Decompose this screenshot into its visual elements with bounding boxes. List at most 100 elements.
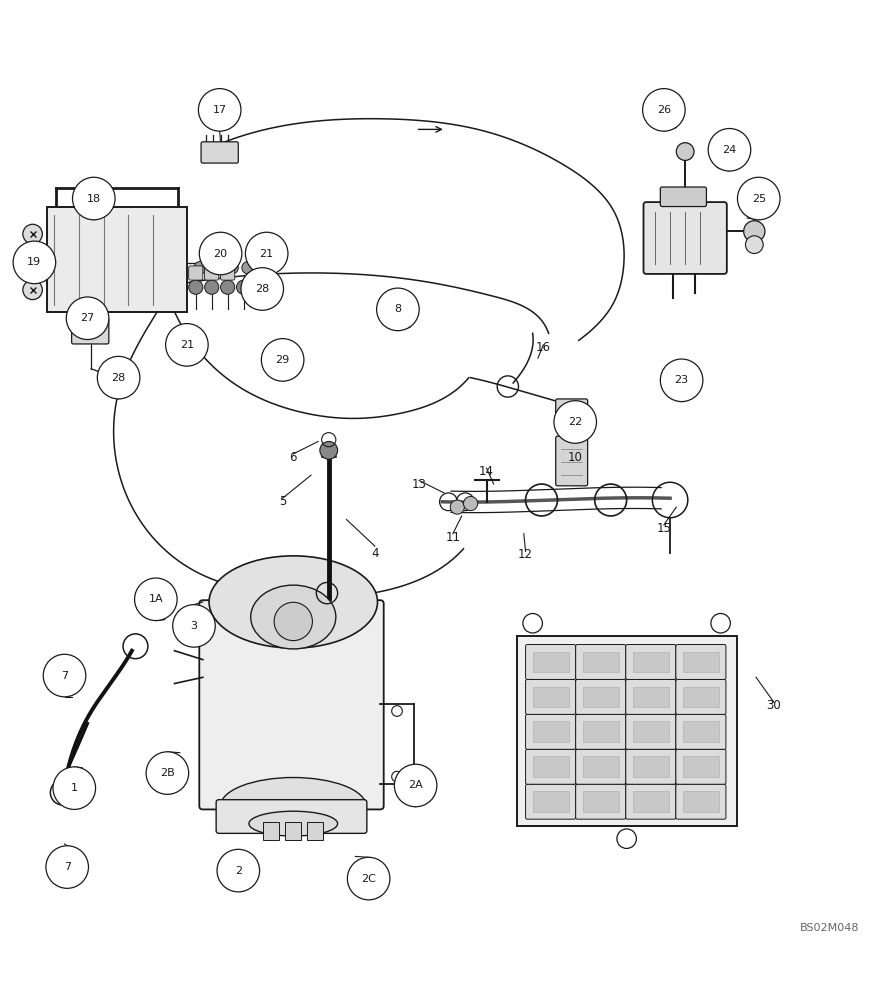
Circle shape [194, 262, 206, 274]
Bar [583, 721, 619, 742]
Circle shape [245, 232, 288, 275]
Text: 28: 28 [112, 373, 126, 383]
Text: 2C: 2C [361, 874, 377, 884]
Bar [683, 652, 719, 672]
Text: 7: 7 [64, 862, 71, 872]
Text: 1: 1 [71, 783, 78, 793]
Circle shape [745, 236, 763, 254]
Circle shape [226, 262, 238, 274]
Bar [533, 791, 568, 812]
Text: 19: 19 [28, 257, 42, 267]
Circle shape [252, 280, 266, 294]
Circle shape [172, 605, 215, 647]
FancyBboxPatch shape [556, 399, 588, 422]
FancyBboxPatch shape [676, 679, 726, 714]
Text: 16: 16 [535, 341, 551, 354]
Circle shape [241, 268, 283, 310]
Circle shape [188, 280, 202, 294]
Bar [583, 652, 619, 672]
FancyBboxPatch shape [575, 679, 626, 714]
FancyBboxPatch shape [188, 266, 202, 280]
Circle shape [98, 356, 140, 399]
FancyBboxPatch shape [556, 436, 588, 486]
Bar [683, 687, 719, 707]
FancyBboxPatch shape [526, 714, 575, 749]
Text: 15: 15 [656, 522, 671, 535]
FancyBboxPatch shape [526, 784, 575, 819]
FancyBboxPatch shape [626, 645, 676, 679]
Circle shape [217, 849, 259, 892]
Bar [633, 687, 669, 707]
Circle shape [53, 767, 96, 809]
Text: 8: 8 [394, 304, 401, 314]
Text: 23: 23 [675, 375, 689, 385]
FancyBboxPatch shape [626, 714, 676, 749]
FancyBboxPatch shape [526, 679, 575, 714]
Bar [517, 636, 736, 826]
Circle shape [135, 578, 177, 621]
Circle shape [23, 224, 43, 244]
Text: 27: 27 [81, 313, 95, 323]
Circle shape [46, 846, 89, 888]
Circle shape [737, 177, 780, 220]
FancyBboxPatch shape [626, 679, 676, 714]
Text: 18: 18 [87, 194, 101, 204]
FancyBboxPatch shape [626, 749, 676, 784]
FancyBboxPatch shape [216, 800, 367, 833]
Text: 21: 21 [180, 340, 194, 350]
Text: 26: 26 [657, 105, 671, 115]
Text: 10: 10 [567, 451, 583, 464]
Text: 28: 28 [255, 284, 269, 294]
Text: 2B: 2B [160, 768, 175, 778]
FancyBboxPatch shape [526, 749, 575, 784]
Circle shape [677, 143, 694, 160]
Circle shape [709, 129, 750, 171]
Circle shape [147, 752, 188, 794]
Text: 25: 25 [751, 194, 765, 204]
Text: 12: 12 [518, 548, 533, 561]
FancyBboxPatch shape [575, 784, 626, 819]
Bar [633, 652, 669, 672]
FancyBboxPatch shape [644, 202, 727, 274]
Text: 7: 7 [61, 671, 68, 681]
Text: 3: 3 [190, 621, 197, 631]
FancyBboxPatch shape [575, 714, 626, 749]
Text: 4: 4 [371, 547, 378, 560]
Bar [583, 756, 619, 777]
Text: 5: 5 [279, 495, 286, 508]
Circle shape [743, 221, 765, 242]
Text: 24: 24 [722, 145, 737, 155]
FancyBboxPatch shape [526, 645, 575, 679]
Circle shape [261, 339, 304, 381]
Text: 2: 2 [234, 866, 242, 876]
Bar [263, 822, 279, 840]
Bar [285, 822, 301, 840]
Circle shape [67, 297, 109, 340]
Circle shape [204, 280, 218, 294]
FancyBboxPatch shape [199, 600, 384, 809]
FancyBboxPatch shape [201, 142, 238, 163]
FancyBboxPatch shape [47, 207, 186, 312]
Bar [307, 822, 323, 840]
Bar [633, 791, 669, 812]
Text: 2A: 2A [408, 780, 423, 790]
Circle shape [274, 602, 313, 641]
Circle shape [220, 280, 234, 294]
Circle shape [198, 89, 241, 131]
FancyBboxPatch shape [220, 266, 234, 280]
FancyBboxPatch shape [661, 187, 707, 207]
Circle shape [450, 500, 464, 514]
Circle shape [73, 177, 115, 220]
Circle shape [242, 262, 254, 274]
FancyBboxPatch shape [676, 714, 726, 749]
Text: BS02M048: BS02M048 [799, 923, 859, 933]
Circle shape [13, 241, 56, 284]
Ellipse shape [220, 778, 366, 834]
FancyBboxPatch shape [676, 784, 726, 819]
Bar [683, 791, 719, 812]
Text: 29: 29 [275, 355, 289, 365]
Text: 22: 22 [568, 417, 583, 427]
Circle shape [44, 654, 86, 697]
Circle shape [394, 764, 437, 807]
Ellipse shape [209, 556, 377, 648]
